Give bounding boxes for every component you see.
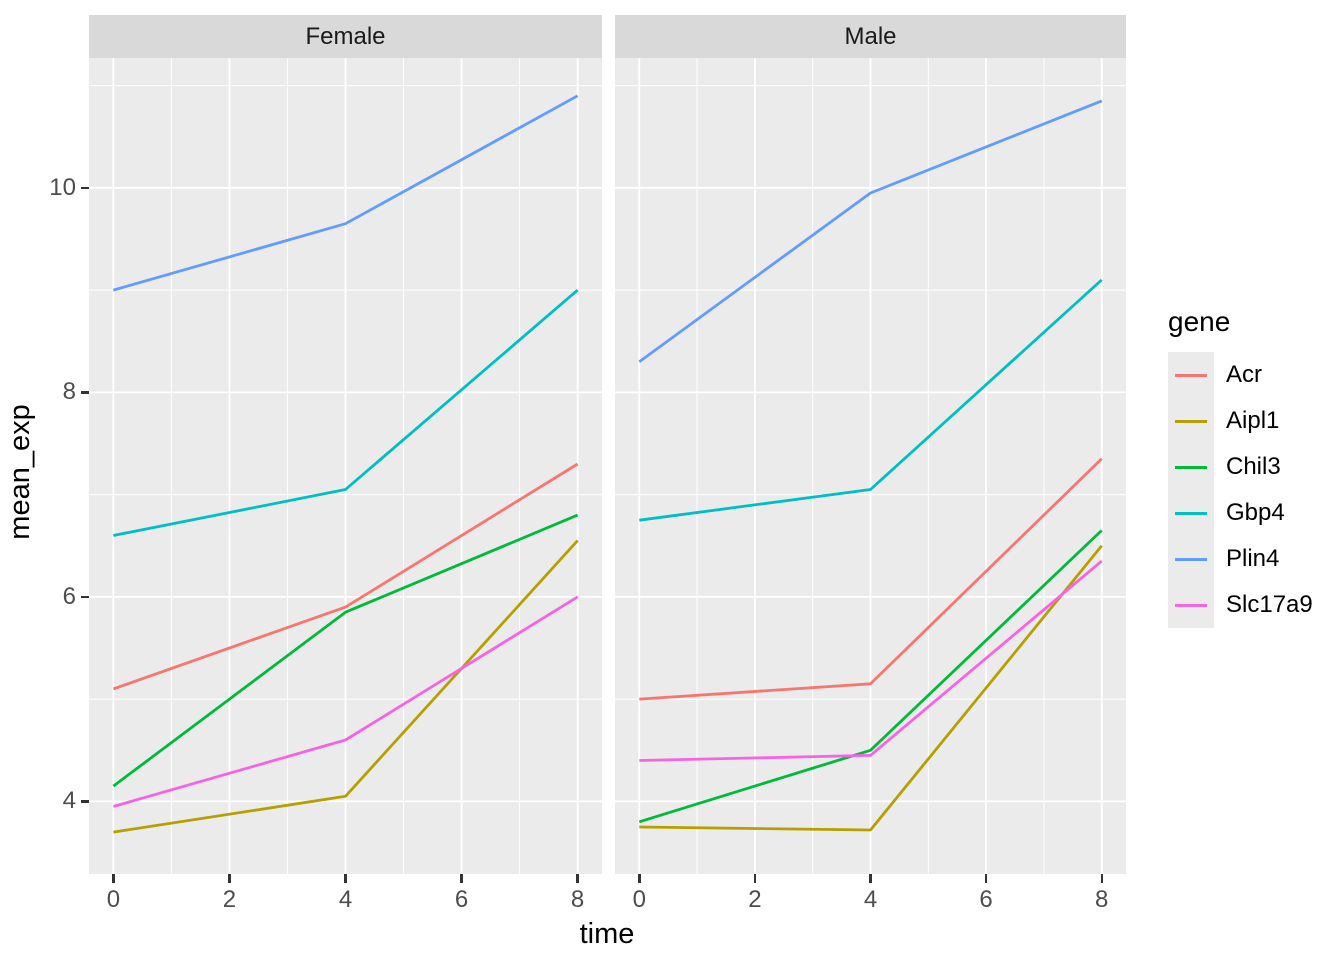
x-tick-mark bbox=[228, 874, 231, 883]
legend-key-line-icon bbox=[1175, 419, 1207, 423]
line-Chil3 bbox=[112, 513, 579, 788]
legend-key bbox=[1168, 536, 1214, 582]
legend-entry-Chil3: Chil3 bbox=[1168, 444, 1328, 490]
x-tick-label: 0 bbox=[632, 886, 646, 913]
legend-label: Chil3 bbox=[1226, 453, 1281, 480]
line-Aipl1 bbox=[113, 539, 579, 834]
legend-title: gene bbox=[1168, 306, 1231, 337]
x-tick-mark bbox=[1100, 874, 1103, 883]
legend-key bbox=[1168, 444, 1214, 490]
line-Aipl1 bbox=[639, 544, 1103, 832]
x-tick-label: 2 bbox=[748, 886, 762, 913]
legend-entry-Aipl1: Aipl1 bbox=[1168, 398, 1328, 444]
legend-key-line-icon bbox=[1175, 373, 1207, 377]
legend-key-line-icon bbox=[1175, 557, 1207, 561]
panel-female bbox=[89, 58, 602, 874]
y-axis-title: mean_exp bbox=[4, 404, 36, 540]
x-tick-label: 4 bbox=[338, 886, 353, 913]
x-tick-mark bbox=[638, 874, 641, 883]
legend-label: Acr bbox=[1226, 361, 1262, 388]
legend-entry-Gbp4: Gbp4 bbox=[1168, 490, 1328, 536]
legend-label: Gbp4 bbox=[1226, 499, 1285, 526]
legend-key bbox=[1168, 582, 1214, 628]
legend-key-line-icon bbox=[1175, 511, 1207, 515]
legend: gene Acr Aipl1 Chil3 Gbp4 Plin4 Slc17a9 bbox=[1168, 306, 1328, 628]
legend-key bbox=[1168, 398, 1214, 444]
panel-canvas bbox=[615, 58, 1126, 874]
y-tick-label: 6 bbox=[62, 582, 76, 610]
facet-strip-label: Male bbox=[844, 22, 897, 50]
line-Slc17a9 bbox=[113, 595, 579, 808]
x-axis-title: time bbox=[579, 918, 635, 950]
x-tick-mark bbox=[460, 874, 463, 883]
line-Acr bbox=[112, 462, 579, 691]
line-Chil3 bbox=[638, 529, 1103, 824]
y-tick-mark bbox=[81, 186, 89, 190]
x-tick-mark bbox=[753, 874, 757, 883]
legend-entry-Slc17a9: Slc17a9 bbox=[1168, 582, 1328, 628]
x-tick-mark bbox=[344, 874, 347, 883]
x-tick-label: 2 bbox=[222, 886, 237, 913]
x-tick-label: 4 bbox=[863, 886, 878, 913]
line-Plin4 bbox=[113, 94, 579, 292]
legend-label: Plin4 bbox=[1226, 545, 1280, 572]
panel-male bbox=[615, 58, 1126, 874]
x-tick-mark bbox=[112, 874, 115, 883]
legend-key bbox=[1168, 352, 1214, 398]
line-Gbp4 bbox=[639, 278, 1103, 522]
line-Slc17a9 bbox=[639, 560, 1103, 762]
legend-key-line-icon bbox=[1175, 603, 1207, 607]
line-Acr bbox=[639, 457, 1103, 701]
x-tick-label: 8 bbox=[1095, 886, 1109, 913]
x-tick-label: 6 bbox=[454, 886, 469, 913]
y-tick-label: 10 bbox=[49, 173, 76, 201]
legend-entry-Acr: Acr bbox=[1168, 352, 1328, 398]
legend-key-line-icon bbox=[1175, 465, 1207, 469]
facet-strip-male: Male bbox=[615, 15, 1126, 58]
legend-label: Aipl1 bbox=[1226, 407, 1280, 434]
y-tick-mark bbox=[81, 391, 89, 394]
x-tick-mark bbox=[869, 874, 872, 883]
x-tick-label: 6 bbox=[979, 886, 993, 913]
y-tick-label: 4 bbox=[62, 787, 76, 815]
x-tick-label: 8 bbox=[570, 886, 585, 913]
facet-strip-label: Female bbox=[305, 22, 386, 50]
line-Gbp4 bbox=[113, 289, 579, 537]
legend-entries: Acr Aipl1 Chil3 Gbp4 Plin4 Slc17a9 bbox=[1168, 352, 1328, 628]
legend-entry-Plin4: Plin4 bbox=[1168, 536, 1328, 582]
x-tick-mark bbox=[576, 874, 579, 883]
legend-key bbox=[1168, 490, 1214, 536]
legend-label: Slc17a9 bbox=[1226, 591, 1313, 618]
y-tick-mark bbox=[81, 595, 89, 599]
y-tick-mark bbox=[81, 800, 89, 803]
panel-canvas bbox=[89, 58, 602, 874]
line-Plin4 bbox=[638, 99, 1103, 363]
x-tick-label: 0 bbox=[106, 886, 121, 913]
y-tick-label: 8 bbox=[62, 378, 76, 406]
x-tick-mark bbox=[984, 874, 988, 883]
facet-strip-female: Female bbox=[89, 15, 602, 58]
